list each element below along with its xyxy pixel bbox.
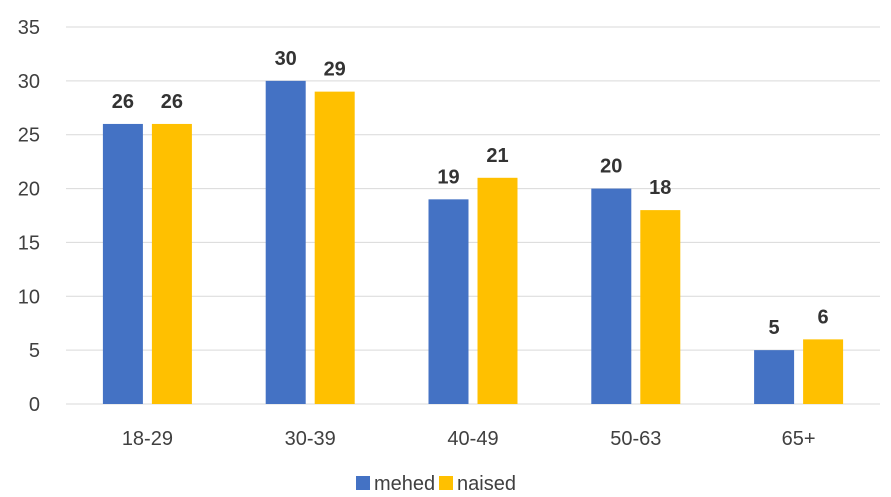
y-tick-label: 10 xyxy=(18,286,40,308)
bar-naised-30-39 xyxy=(314,91,355,404)
legend-swatch-mehed xyxy=(356,476,370,490)
x-tick-label: 50-63 xyxy=(610,428,661,450)
bar-mehed-40-49 xyxy=(428,199,469,404)
data-labels: 26 26 30 29 19 21 20 18 5 6 xyxy=(112,48,829,339)
data-label: 19 xyxy=(437,166,459,188)
bar-mehed-30-39 xyxy=(265,80,306,404)
legend-label-naised: naised xyxy=(457,473,516,495)
y-tick-label: 15 xyxy=(18,232,40,254)
y-tick-label: 35 xyxy=(18,17,40,39)
x-axis-ticks: 18-29 30-39 40-49 50-63 65+ xyxy=(122,428,816,450)
bar-mehed-50-63 xyxy=(591,188,632,404)
legend-swatch-naised xyxy=(439,476,453,490)
data-label: 6 xyxy=(818,306,829,328)
data-label: 30 xyxy=(275,48,297,70)
data-label: 26 xyxy=(161,91,183,113)
x-tick-label: 30-39 xyxy=(285,428,336,450)
y-axis-ticks: 0 5 10 15 20 25 30 35 xyxy=(18,17,40,416)
data-label: 21 xyxy=(486,145,508,167)
x-tick-label: 18-29 xyxy=(122,428,173,450)
bar-mehed-18-29 xyxy=(102,123,143,404)
data-label: 18 xyxy=(649,177,671,199)
bar-naised-40-49 xyxy=(477,177,518,404)
bar-mehed-65+ xyxy=(754,350,795,404)
data-label: 5 xyxy=(769,317,780,339)
data-label: 29 xyxy=(324,59,346,81)
y-tick-label: 5 xyxy=(29,340,40,362)
legend: mehed naised xyxy=(356,473,516,495)
bar-naised-65+ xyxy=(803,339,844,404)
legend-label-mehed: mehed xyxy=(374,473,435,495)
y-tick-label: 30 xyxy=(18,71,40,93)
y-tick-label: 0 xyxy=(29,394,40,416)
bar-naised-50-63 xyxy=(640,210,681,404)
y-tick-label: 25 xyxy=(18,125,40,147)
bar-naised-18-29 xyxy=(151,123,192,404)
data-label: 26 xyxy=(112,91,134,113)
x-tick-label: 65+ xyxy=(782,428,816,450)
y-tick-label: 20 xyxy=(18,179,40,201)
bars xyxy=(102,80,844,404)
data-label: 20 xyxy=(600,156,622,178)
gridlines xyxy=(66,26,880,405)
x-tick-label: 40-49 xyxy=(447,428,498,450)
